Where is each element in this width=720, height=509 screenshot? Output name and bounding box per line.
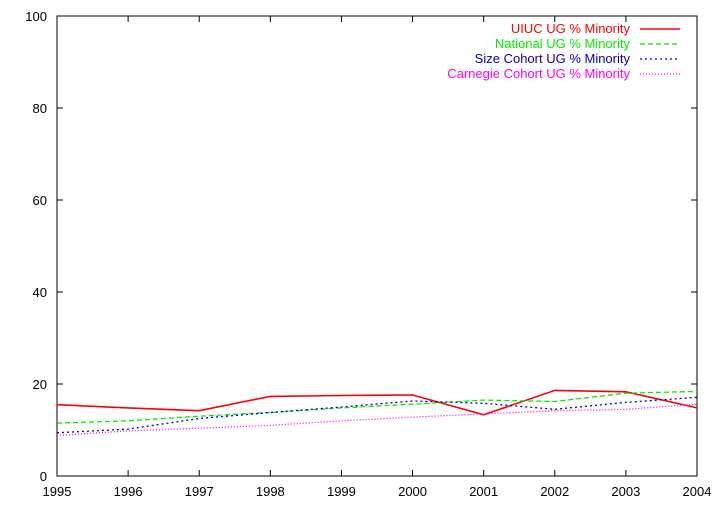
y-tick-label: 20 bbox=[33, 377, 47, 392]
y-tick-label: 40 bbox=[33, 285, 47, 300]
x-tick-label: 1999 bbox=[327, 484, 356, 499]
legend-label-1: National UG % Minority bbox=[495, 36, 631, 51]
plot-frame bbox=[56, 15, 698, 477]
x-tick-label: 1998 bbox=[256, 484, 285, 499]
series-line-3 bbox=[56, 403, 698, 437]
x-tick-label: 2002 bbox=[540, 484, 569, 499]
x-tick-label: 2003 bbox=[611, 484, 640, 499]
x-tick-label: 2001 bbox=[469, 484, 498, 499]
y-tick-label: 80 bbox=[33, 101, 47, 116]
legend-label-3: Carnegie Cohort UG % Minority bbox=[447, 66, 630, 81]
x-tick-label: 1996 bbox=[114, 484, 143, 499]
y-tick-label: 60 bbox=[33, 193, 47, 208]
x-tick-label: 2000 bbox=[398, 484, 427, 499]
series-line-0 bbox=[56, 389, 698, 416]
y-tick-label: 100 bbox=[25, 9, 47, 24]
series-line-2 bbox=[56, 396, 698, 434]
x-tick-label: 1995 bbox=[43, 484, 72, 499]
x-tick-label: 2004 bbox=[683, 484, 712, 499]
legend-label-2: Size Cohort UG % Minority bbox=[475, 51, 631, 66]
series-line-1 bbox=[56, 390, 698, 424]
y-tick-label: 0 bbox=[40, 469, 47, 484]
legend-label-0: UIUC UG % Minority bbox=[511, 21, 631, 36]
x-tick-label: 1997 bbox=[185, 484, 214, 499]
